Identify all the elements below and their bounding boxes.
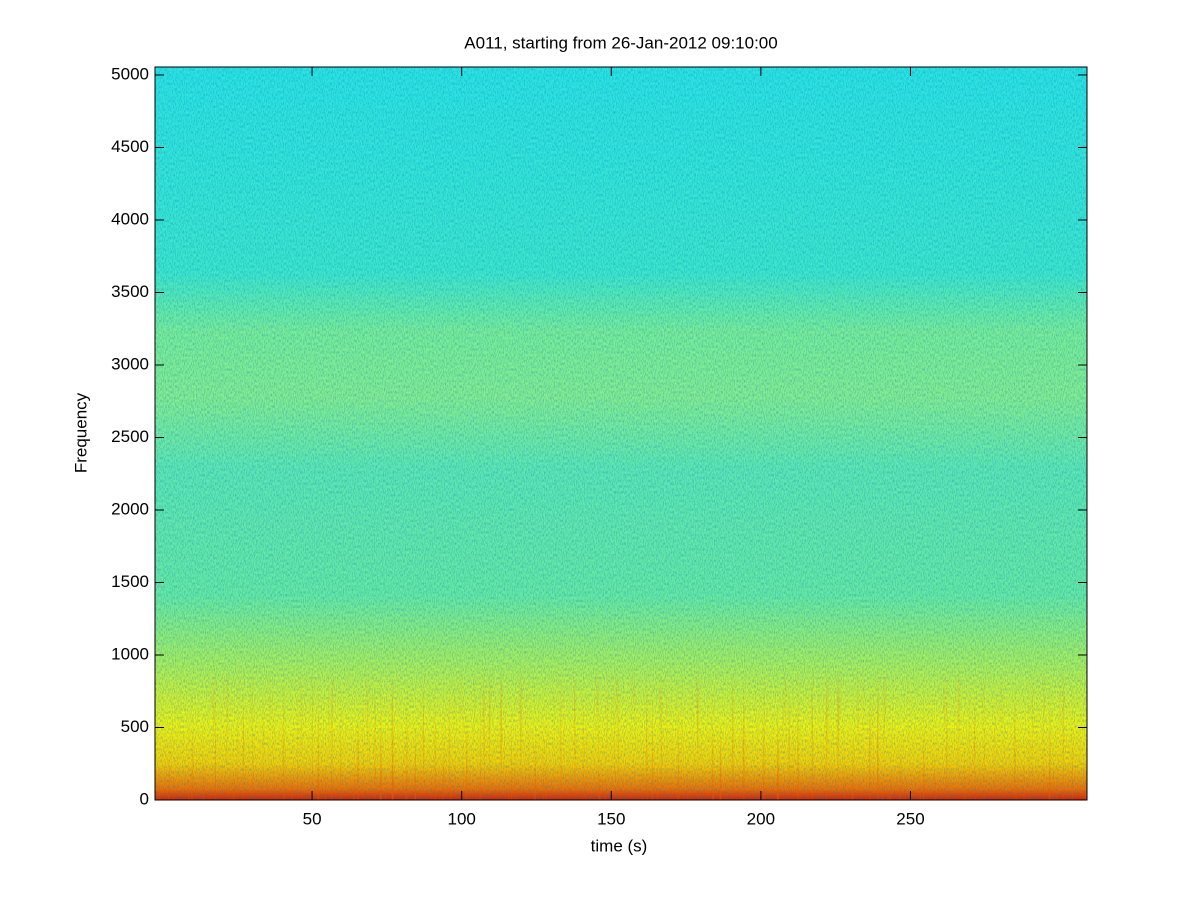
axes-box bbox=[154, 66, 1088, 801]
y-tick-label: 2500 bbox=[111, 427, 149, 446]
y-tick-label: 1000 bbox=[111, 644, 149, 663]
y-tick-label: 2000 bbox=[111, 499, 149, 518]
spectrogram-image bbox=[155, 67, 1087, 800]
x-tick-label: 200 bbox=[747, 809, 775, 828]
y-tick-label: 5000 bbox=[111, 64, 149, 83]
y-tick-label: 3000 bbox=[111, 354, 149, 373]
y-tick-label: 4000 bbox=[111, 209, 149, 228]
y-tick-label: 3500 bbox=[111, 282, 149, 301]
y-tick-label: 500 bbox=[121, 717, 149, 736]
x-tick-label: 250 bbox=[896, 809, 924, 828]
x-tick-label: 50 bbox=[303, 809, 322, 828]
y-axis-label: Frequency bbox=[71, 392, 90, 473]
y-tick-label: 4500 bbox=[111, 137, 149, 156]
x-tick-label: 100 bbox=[447, 809, 475, 828]
chart-title: A011, starting from 26-Jan-2012 09:10:00 bbox=[464, 33, 777, 52]
y-tick-label: 1500 bbox=[111, 572, 149, 591]
x-tick-label: 150 bbox=[597, 809, 625, 828]
y-tick-label: 0 bbox=[140, 789, 149, 808]
spectrogram-streaks bbox=[155, 67, 1087, 800]
x-axis-label: time (s) bbox=[591, 836, 648, 855]
